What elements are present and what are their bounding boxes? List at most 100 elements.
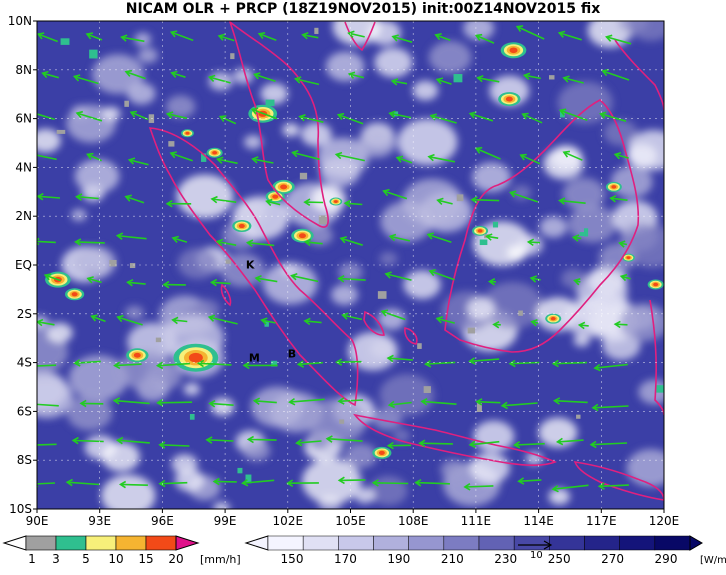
precip-cell	[498, 92, 520, 106]
lat-tick-label: 6S	[17, 404, 32, 418]
cloud-patch	[209, 72, 233, 90]
lon-tick-label: 105E	[335, 514, 366, 528]
precip-cell	[173, 344, 218, 372]
precip-speck	[230, 53, 234, 59]
place-label: M	[249, 351, 260, 364]
cloud-patch	[512, 185, 531, 200]
lat-tick-label: 10N	[8, 14, 32, 28]
olr-colorbar-swatch	[514, 536, 549, 550]
precip-speck	[549, 75, 555, 79]
cloud-patch	[311, 185, 346, 212]
lon-tick-label: 90E	[26, 514, 49, 528]
wind-vector	[24, 444, 57, 445]
precip-speck	[300, 173, 307, 180]
precip-cell	[207, 148, 223, 158]
lon-tick-label: 120E	[649, 514, 680, 528]
olr-colorbar-swatch	[268, 536, 303, 550]
lon-tick-label: 102E	[273, 514, 304, 528]
precip-speck	[130, 263, 135, 268]
wind-vector	[121, 484, 148, 485]
precip-speck	[580, 232, 586, 236]
lon-tick-label: 117E	[586, 514, 617, 528]
precip-speck	[156, 338, 161, 343]
precip-speck	[190, 414, 195, 420]
precip-cell	[606, 182, 622, 192]
precip-speck	[314, 28, 318, 34]
wind-vector	[472, 200, 499, 201]
place-label: K	[246, 259, 255, 272]
cloud-patch	[429, 41, 472, 74]
cloud-patch	[379, 252, 397, 266]
precip-cell	[501, 42, 527, 58]
lat-tick-label: 8S	[17, 453, 32, 467]
cloud-patch	[507, 245, 526, 260]
precip-cell	[329, 198, 342, 206]
cloud-patch	[413, 81, 439, 101]
cloud-patch	[627, 449, 676, 487]
olr-colorbar-swatch	[479, 536, 514, 550]
lon-tick-label: 93E	[88, 514, 111, 528]
cloud-patch	[369, 476, 407, 505]
cloud-patch	[638, 380, 670, 404]
wind-vector	[160, 483, 187, 484]
precip-colorbar-swatch	[116, 536, 146, 550]
precip-speck	[109, 260, 116, 267]
olr-colorbar-swatch	[585, 536, 620, 550]
lat-tick-label: 4S	[17, 356, 32, 370]
lon-tick-label: 96E	[151, 514, 174, 528]
cloud-patch	[213, 502, 230, 515]
olr-colorbar-swatch	[338, 536, 373, 550]
precip-speck	[61, 38, 70, 45]
precip-speck	[339, 419, 344, 423]
lat-tick-label: 6N	[15, 112, 32, 126]
wind-vector	[33, 483, 55, 484]
wind-vector	[420, 443, 453, 444]
precip-colorbar-label: 3	[52, 552, 60, 566]
precip-speck	[424, 386, 431, 393]
olr-colorbar-swatch	[549, 536, 584, 550]
lat-tick-label: 10S	[9, 502, 32, 516]
precip-speck	[124, 101, 129, 107]
precip-speck	[518, 311, 523, 316]
precip-colorbar-label: 5	[82, 552, 90, 566]
precip-cell	[545, 314, 561, 324]
olr-colorbar-swatch	[444, 536, 479, 550]
olr-colorbar-label: 170	[334, 552, 357, 566]
cloud-patch	[397, 119, 457, 165]
olr-colorbar-swatch	[655, 536, 690, 550]
precip-speck	[468, 328, 475, 334]
wind-vector	[477, 402, 501, 403]
precip-speck	[454, 74, 463, 82]
precip-cell	[291, 229, 313, 243]
cloud-patch	[628, 130, 680, 170]
cloud-patch	[358, 128, 396, 157]
lat-tick-label: 2N	[15, 209, 32, 223]
cloud-patch	[71, 209, 87, 221]
cloud-patch	[125, 306, 144, 320]
lat-tick-label: 8N	[15, 63, 32, 77]
precip-speck	[457, 194, 464, 201]
precip-colorbar-swatch	[86, 536, 116, 550]
cloud-patch	[619, 304, 668, 342]
cloud-patch	[402, 179, 462, 225]
precip-speck	[266, 100, 275, 106]
precip-colorbar-low-end	[4, 536, 26, 550]
wind-vector	[337, 362, 362, 363]
precip-speck	[89, 50, 97, 59]
cloud-patch	[307, 398, 366, 444]
lon-tick-label: 108E	[398, 514, 429, 528]
cloud-patch	[138, 48, 158, 63]
olr-colorbar-label: 290	[655, 552, 678, 566]
precip-colorbar-label: 1	[28, 552, 36, 566]
reference-vector-label: 10	[530, 550, 543, 561]
precip-speck	[576, 415, 580, 419]
olr-colorbar-label: 150	[281, 552, 304, 566]
olr-colorbar-low-end	[246, 536, 268, 550]
wind-vector	[248, 439, 276, 440]
cloud-patch	[221, 253, 265, 287]
cloud-patch	[628, 6, 673, 41]
